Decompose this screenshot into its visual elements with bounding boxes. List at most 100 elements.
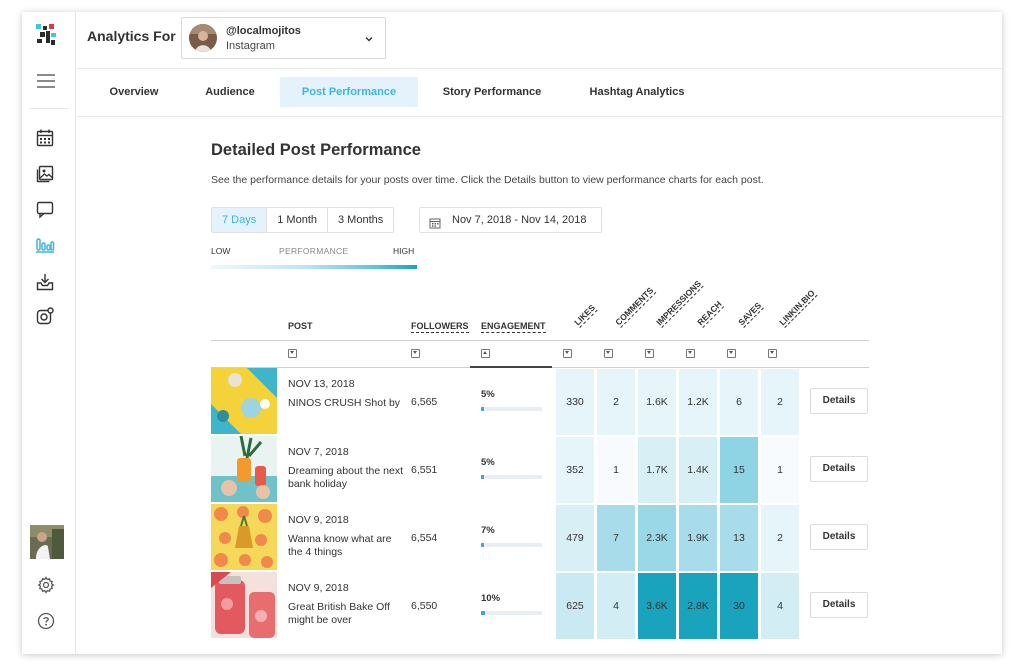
table-header-line [211, 340, 869, 341]
col-header-engagement[interactable]: ENGAGEMENT [481, 321, 546, 333]
menu-icon[interactable] [37, 74, 55, 88]
cell-saves: 15 [720, 437, 758, 503]
range-3-months-button[interactable]: 3 Months [338, 214, 384, 226]
cell-linkinbio: 2 [761, 505, 799, 571]
cell-likes: 479 [556, 505, 594, 571]
details-button[interactable]: Details [810, 524, 868, 550]
table-row: NOV 9, 2018 Wanna know what are the 4 th… [211, 504, 869, 572]
table-row: NOV 7, 2018 Dreaming about the next bank… [211, 436, 869, 504]
col-header-followers[interactable]: FOLLOWERS [411, 321, 469, 333]
analytics-tabs: Overview Audience Post Performance Story… [77, 69, 1002, 117]
post-thumbnail[interactable] [211, 368, 277, 434]
image-icon[interactable] [35, 164, 55, 184]
cell-linkinbio: 4 [761, 573, 799, 639]
account-selector[interactable]: @localmojitos Instagram [181, 17, 386, 59]
cell-likes: 330 [556, 369, 594, 435]
app-window: Analytics For @localmojitos Instagram Ov… [22, 12, 1002, 654]
engagement-sort-active-indicator [470, 366, 552, 368]
cell-impressions: 1.6K [638, 369, 676, 435]
cell-reach: 1.4K [679, 437, 717, 503]
cell-impressions: 3.6K [638, 573, 676, 639]
details-button[interactable]: Details [810, 388, 868, 414]
range-1-month-button[interactable]: 1 Month [267, 208, 328, 232]
sidebar-divider [30, 108, 68, 109]
sort-impressions-icon[interactable] [645, 349, 654, 358]
gear-icon[interactable] [37, 576, 55, 594]
table-row: NOV 13, 2018 NINOS CRUSH Shot by 6,565 5… [211, 368, 869, 436]
engagement-bar-fill [481, 543, 484, 547]
post-caption: Wanna know what are the 4 things [288, 533, 392, 558]
legend-performance-label: PERFORMANCE [279, 246, 349, 256]
sort-reach-icon[interactable] [686, 349, 695, 358]
cell-linkinbio: 2 [761, 369, 799, 435]
sort-engagement-icon[interactable] [481, 349, 490, 358]
logo-icon[interactable] [34, 22, 60, 48]
tab-post-performance[interactable]: Post Performance [280, 77, 418, 107]
col-header-post: POST [288, 321, 313, 331]
analytics-for-label: Analytics For [87, 28, 176, 44]
account-platform: Instagram [226, 40, 275, 52]
sort-likes-icon[interactable] [563, 349, 572, 358]
post-engagement: 10% [481, 593, 501, 604]
sort-comments-icon[interactable] [604, 349, 613, 358]
cell-reach: 2.8K [679, 573, 717, 639]
post-date: NOV 9, 2018 [288, 582, 349, 594]
cell-reach: 1.2K [679, 369, 717, 435]
details-button[interactable]: Details [810, 456, 868, 482]
calendar-icon [429, 214, 441, 229]
post-thumbnail[interactable] [211, 436, 277, 502]
time-range-selector: 7 Days 1 Month 3 Months [211, 207, 395, 233]
post-date: NOV 13, 2018 [288, 378, 355, 390]
sort-saves-icon[interactable] [727, 349, 736, 358]
page-title: Detailed Post Performance [211, 141, 421, 159]
cell-likes: 352 [556, 437, 594, 503]
tab-hashtag-analytics[interactable]: Hashtag Analytics [589, 86, 685, 98]
sort-linkinbio-icon[interactable] [768, 349, 777, 358]
comment-icon[interactable] [35, 199, 55, 219]
engagement-bar-fill [481, 475, 484, 479]
col-header-saves[interactable]: SAVES [736, 300, 764, 328]
chevron-down-icon [363, 32, 375, 44]
cell-saves: 13 [720, 505, 758, 571]
col-header-linkinbio[interactable]: LINKIN.BIO [777, 287, 818, 328]
post-followers: 6,565 [411, 396, 438, 408]
col-header-comments[interactable]: COMMENTS [613, 285, 657, 328]
post-engagement: 5% [481, 389, 495, 400]
engagement-bar-fill [481, 611, 485, 615]
date-range-picker[interactable]: Nov 7, 2018 - Nov 14, 2018 [419, 207, 602, 233]
post-followers: 6,550 [411, 600, 438, 612]
cell-impressions: 1.7K [638, 437, 676, 503]
user-avatar[interactable] [30, 525, 64, 559]
post-thumbnail[interactable] [211, 572, 277, 638]
settings-link-icon[interactable] [35, 306, 55, 326]
help-icon[interactable] [37, 612, 55, 630]
sort-post-icon[interactable] [288, 349, 297, 358]
legend-high-label: HIGH [393, 246, 415, 256]
page-description: See the performance details for your pos… [211, 174, 764, 186]
download-icon[interactable] [35, 272, 55, 292]
col-header-reach[interactable]: REACH [695, 298, 725, 328]
col-header-likes[interactable]: LIKES [572, 302, 598, 328]
sort-followers-icon[interactable] [411, 349, 420, 358]
post-thumbnail[interactable] [211, 504, 277, 570]
engagement-bar-fill [481, 407, 484, 411]
tab-overview[interactable]: Overview [109, 86, 159, 98]
cell-reach: 1.9K [679, 505, 717, 571]
post-date: NOV 9, 2018 [288, 514, 349, 526]
details-button[interactable]: Details [810, 592, 868, 618]
engagement-bar [481, 611, 542, 615]
range-7-days-button[interactable]: 7 Days [212, 208, 268, 232]
account-avatar [189, 24, 217, 52]
post-followers: 6,554 [411, 532, 438, 544]
cell-linkinbio: 1 [761, 437, 799, 503]
cell-comments: 1 [597, 437, 635, 503]
cell-likes: 625 [556, 573, 594, 639]
analytics-icon[interactable] [35, 234, 55, 254]
date-range-text: Nov 7, 2018 - Nov 14, 2018 [452, 214, 587, 226]
engagement-bar [481, 543, 542, 547]
tab-story-performance[interactable]: Story Performance [442, 86, 542, 98]
tab-audience[interactable]: Audience [205, 86, 255, 98]
calendar-icon[interactable] [35, 128, 55, 148]
post-engagement: 7% [481, 525, 495, 536]
legend-low-label: LOW [211, 246, 231, 256]
